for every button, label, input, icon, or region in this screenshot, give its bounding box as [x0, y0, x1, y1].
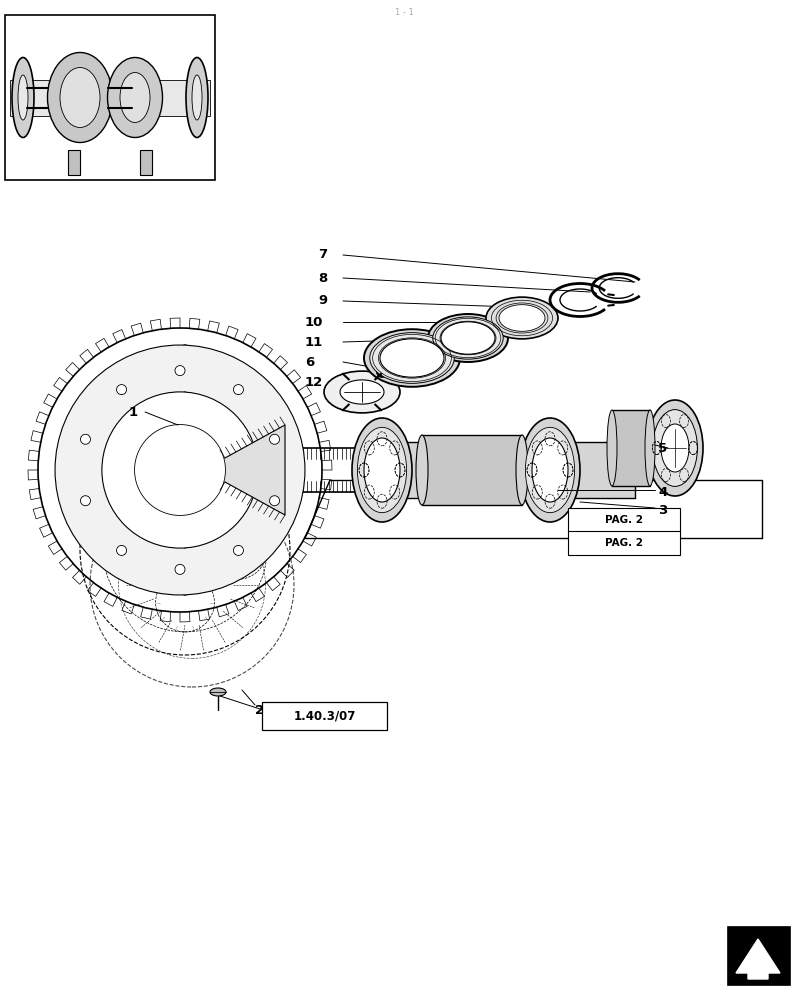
Ellipse shape	[107, 57, 162, 138]
Text: 1: 1	[128, 406, 138, 418]
Ellipse shape	[428, 314, 508, 362]
Ellipse shape	[167, 345, 203, 595]
Circle shape	[81, 496, 90, 506]
Ellipse shape	[370, 333, 454, 383]
Circle shape	[135, 425, 225, 515]
Ellipse shape	[48, 53, 112, 143]
Ellipse shape	[433, 317, 503, 359]
Ellipse shape	[364, 438, 400, 502]
Ellipse shape	[357, 427, 406, 513]
Ellipse shape	[186, 57, 208, 138]
Text: 4: 4	[658, 486, 667, 498]
Bar	[10, 80, 210, 116]
Ellipse shape	[645, 410, 655, 486]
Text: 3: 3	[658, 503, 667, 516]
Circle shape	[270, 496, 280, 506]
Ellipse shape	[661, 424, 689, 472]
Ellipse shape	[210, 688, 226, 696]
Text: 6: 6	[305, 356, 314, 368]
Ellipse shape	[441, 322, 495, 354]
Text: 11: 11	[305, 336, 323, 349]
Polygon shape	[225, 425, 285, 515]
Text: 10: 10	[305, 316, 323, 328]
Text: PAG. 2: PAG. 2	[605, 538, 643, 548]
Bar	[612, 410, 650, 486]
Bar	[262, 702, 387, 730]
Bar	[568, 508, 680, 532]
Circle shape	[55, 345, 305, 595]
Circle shape	[116, 545, 127, 555]
Bar	[68, 150, 80, 175]
Ellipse shape	[18, 75, 28, 120]
Ellipse shape	[520, 418, 580, 522]
Text: 1.40.3/07: 1.40.3/07	[293, 710, 356, 722]
Ellipse shape	[607, 410, 617, 486]
Ellipse shape	[525, 427, 574, 513]
Circle shape	[102, 392, 258, 548]
Ellipse shape	[324, 371, 400, 413]
Polygon shape	[736, 939, 780, 979]
Ellipse shape	[532, 438, 568, 502]
Bar	[568, 531, 680, 555]
Circle shape	[377, 366, 388, 377]
Text: 5: 5	[658, 442, 667, 454]
Bar	[422, 435, 522, 505]
Ellipse shape	[499, 305, 545, 331]
Ellipse shape	[12, 57, 34, 138]
Ellipse shape	[380, 339, 444, 377]
Ellipse shape	[175, 392, 195, 548]
Circle shape	[270, 434, 280, 444]
Text: 12: 12	[305, 375, 323, 388]
Ellipse shape	[60, 68, 100, 128]
Text: 7: 7	[318, 248, 327, 261]
Ellipse shape	[516, 435, 528, 505]
Ellipse shape	[486, 297, 558, 339]
Ellipse shape	[647, 400, 703, 496]
Ellipse shape	[416, 435, 428, 505]
Text: 2: 2	[255, 704, 264, 716]
Circle shape	[175, 366, 185, 376]
Circle shape	[116, 385, 127, 395]
Ellipse shape	[364, 329, 460, 387]
Ellipse shape	[352, 418, 412, 522]
Bar	[365, 442, 635, 498]
Bar	[728, 927, 790, 985]
Ellipse shape	[192, 75, 202, 120]
Text: 9: 9	[318, 294, 327, 308]
Ellipse shape	[120, 73, 150, 123]
Text: 1 - 1: 1 - 1	[394, 8, 414, 17]
Ellipse shape	[340, 380, 384, 404]
Circle shape	[81, 434, 90, 444]
Circle shape	[234, 385, 243, 395]
Text: 8: 8	[318, 271, 327, 284]
Circle shape	[175, 564, 185, 574]
Bar	[5, 15, 215, 180]
Ellipse shape	[653, 410, 697, 486]
Circle shape	[234, 545, 243, 555]
Bar	[140, 150, 152, 175]
Text: PAG. 2: PAG. 2	[605, 515, 643, 525]
